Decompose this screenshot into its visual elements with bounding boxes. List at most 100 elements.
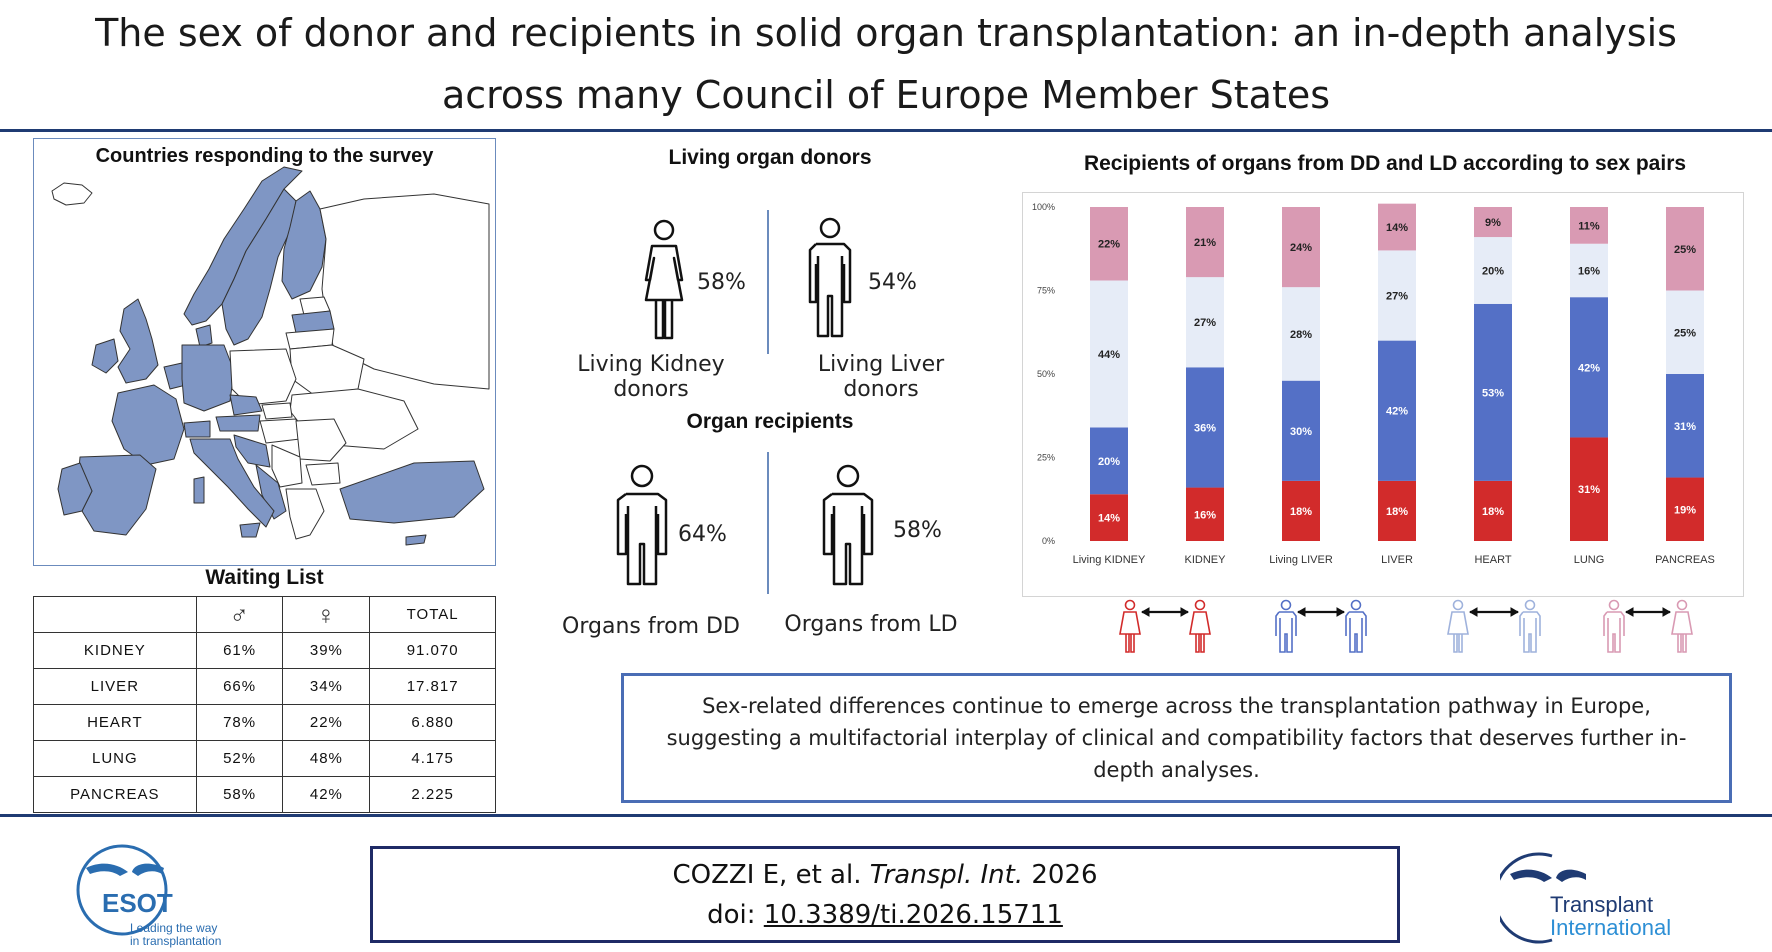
stacked-bar-chart: 0% 25% 50% 75% 100% 14% 20% 44% 22% Living KIDNEY… xyxy=(1032,202,1715,566)
data-label: 20% xyxy=(1098,456,1120,468)
map-country-iceland xyxy=(51,182,93,206)
bar-segment xyxy=(1474,480,1512,541)
dd-label: Organs from DD xyxy=(562,614,740,639)
data-label: 14% xyxy=(1098,513,1120,525)
hand-left-icon xyxy=(1510,869,1552,882)
map-country-austria xyxy=(215,414,261,432)
bar-segment xyxy=(1378,480,1416,541)
map-country-serbia xyxy=(271,444,303,488)
x-tick-label: Living KIDNEY xyxy=(1073,554,1146,566)
table-row: PANCREAS 58% 42% 2.225 xyxy=(33,776,496,813)
ld-pct: 58% xyxy=(893,518,942,543)
bar-segment xyxy=(1666,374,1704,478)
esot-tagline-2: in transplantation xyxy=(130,934,221,948)
citation-box: COZZI E, et al. Transpl. Int. 2026 doi: … xyxy=(370,846,1400,943)
bar-segment xyxy=(1186,487,1224,541)
map-country-italy xyxy=(189,438,275,528)
female-pct-cell: 48% xyxy=(282,740,371,777)
recipients-divider xyxy=(767,452,769,594)
living-donors-heading: Living organ donors xyxy=(668,146,872,169)
data-label: 31% xyxy=(1674,421,1696,433)
data-label: 28% xyxy=(1290,329,1312,341)
map-country-norway xyxy=(183,166,303,326)
bar-segment xyxy=(1378,203,1416,251)
female-symbol-icon: ♀ xyxy=(282,596,371,633)
map-country-turkey xyxy=(339,460,485,524)
bar-segment xyxy=(1666,477,1704,541)
data-label: 16% xyxy=(1578,265,1600,277)
map-country-hungary xyxy=(259,418,301,444)
table-row: KIDNEY 61% 39% 91.070 xyxy=(33,632,496,669)
female-person-icon xyxy=(644,219,684,340)
map-country-bulgaria xyxy=(305,462,341,486)
x-tick-label: HEART xyxy=(1474,554,1511,566)
citation-year: 2026 xyxy=(1031,860,1098,890)
x-tick-label: LUNG xyxy=(1574,554,1605,566)
data-label: 14% xyxy=(1386,222,1408,234)
citation-journal: Transpl. Int. xyxy=(869,860,1024,890)
sex-pairs-legend xyxy=(1119,599,1693,653)
total-cell: 2.225 xyxy=(369,776,496,813)
female-pct-cell: 42% xyxy=(282,776,371,813)
organ-cell: LIVER xyxy=(33,668,197,705)
data-label: 44% xyxy=(1098,349,1120,361)
male-person-icon xyxy=(616,464,668,586)
pair-male-male xyxy=(1275,599,1367,653)
table-header-row: ♂ ♀ TOTAL xyxy=(33,596,496,633)
chart-title: Recipients of organs from DD and LD acco… xyxy=(1083,152,1687,175)
citation-line-2: doi: 10.3389/ti.2026.15711 xyxy=(373,895,1397,935)
bar-segment xyxy=(1666,290,1704,374)
map-country-denmark xyxy=(195,324,213,348)
male-pct-cell: 66% xyxy=(195,668,284,705)
male-symbol: ♂ xyxy=(229,599,250,630)
pair-female-female xyxy=(1119,599,1211,653)
data-label: 31% xyxy=(1578,484,1600,496)
map-country-uk xyxy=(117,298,159,384)
citation-authors: COZZI E, et al. xyxy=(672,860,862,890)
bar-segment xyxy=(1282,207,1320,288)
bar-segment xyxy=(1282,480,1320,541)
total-cell: 17.817 xyxy=(369,668,496,705)
bar-segment xyxy=(1090,207,1128,281)
data-label: 53% xyxy=(1482,387,1504,399)
doi-link[interactable]: 10.3389/ti.2026.15711 xyxy=(763,900,1063,930)
organ-cell: KIDNEY xyxy=(33,632,197,669)
esot-wordmark: ESOT xyxy=(102,888,173,918)
map-country-slovakia xyxy=(261,402,293,420)
europe-map xyxy=(51,166,490,546)
y-tick-label: 75% xyxy=(1037,286,1055,296)
male-person-icon xyxy=(808,217,852,338)
total-cell: 4.175 xyxy=(369,740,496,777)
header-divider xyxy=(0,129,1772,132)
table-row: LUNG 52% 48% 4.175 xyxy=(33,740,496,777)
table-row: HEART 78% 22% 6.880 xyxy=(33,704,496,741)
organ-cell: LUNG xyxy=(33,740,197,777)
bar-segment xyxy=(1570,243,1608,298)
female-symbol: ♀ xyxy=(316,599,337,630)
ti-wordmark-1: Transplant xyxy=(1550,892,1653,917)
map-country-poland xyxy=(229,348,297,406)
y-tick-label: 0% xyxy=(1042,536,1055,546)
bar-segment xyxy=(1378,340,1416,481)
data-label: 30% xyxy=(1290,426,1312,438)
ti-wordmark-2: International xyxy=(1550,915,1671,940)
esot-ring xyxy=(76,844,168,936)
recipients-heading: Organ recipients xyxy=(686,410,854,433)
bar-segment xyxy=(1570,207,1608,244)
pair-male-female xyxy=(1603,599,1693,653)
x-tick-label: KIDNEY xyxy=(1185,554,1227,566)
map-country-sweden xyxy=(221,188,297,346)
transplant-international-logo: Transplant International xyxy=(1500,852,1671,944)
living-kidney-label: Living Kidney donors xyxy=(577,352,725,402)
title-line-1: The sex of donor and recipients in solid… xyxy=(95,11,1677,55)
table-row: LIVER 66% 34% 17.817 xyxy=(33,668,496,705)
data-label: 42% xyxy=(1578,362,1600,374)
x-tick-label: PANCREAS xyxy=(1655,554,1715,566)
organ-cell: HEART xyxy=(33,704,197,741)
y-tick-label: 50% xyxy=(1037,369,1055,379)
data-label: 42% xyxy=(1386,406,1408,418)
data-label: 9% xyxy=(1485,217,1501,229)
bar-segment xyxy=(1570,297,1608,438)
table-header-cell: TOTAL xyxy=(369,596,496,633)
female-pct-cell: 34% xyxy=(282,668,371,705)
